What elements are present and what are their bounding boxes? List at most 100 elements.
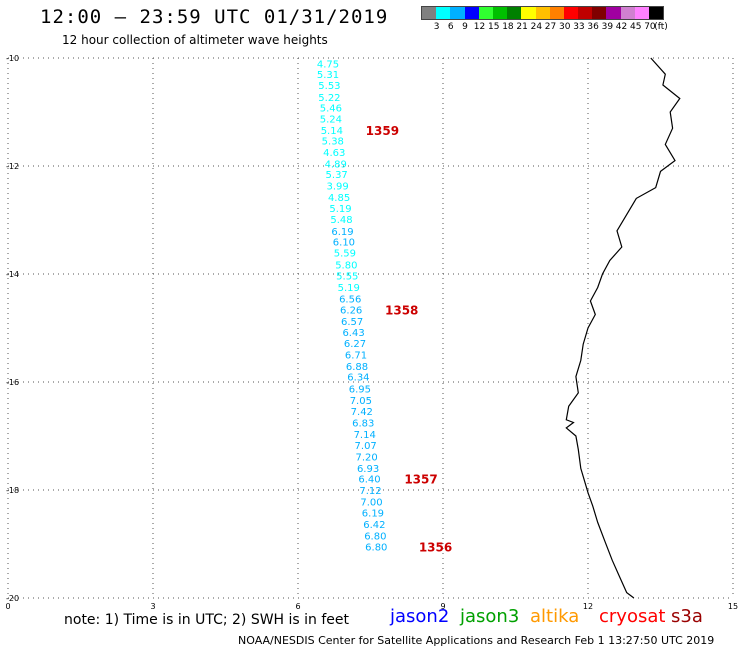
legend-swatch [478, 7, 493, 19]
x-tick-label: 6 [295, 602, 300, 611]
page-title: 12:00 – 23:59 UTC 01/31/2019 [40, 6, 389, 28]
legend-label: 21 [516, 22, 528, 32]
legend-label: 39 [601, 22, 614, 32]
wave-height-value: 4.63 [323, 148, 345, 159]
legend-swatch [422, 7, 437, 19]
legend-label: 36 [587, 22, 599, 32]
legend-swatch [634, 7, 649, 19]
note-text: note: 1) Time is in UTC; 2) SWH is in fe… [64, 612, 350, 628]
wave-height-value: 7.14 [354, 430, 376, 441]
legend-label: 12 [473, 22, 486, 32]
grid-lines [7, 57, 734, 599]
y-tick-label: -12 [6, 162, 19, 171]
wave-height-value: 5.53 [318, 81, 340, 92]
wave-height-value: 6.80 [365, 543, 387, 554]
wave-height-value: 5.55 [336, 272, 358, 283]
wave-height-value: 5.31 [317, 70, 339, 81]
satellite-jason3: jason3 [460, 606, 520, 627]
wave-height-value: 6.42 [363, 520, 385, 531]
x-tick-label: 9 [440, 602, 445, 611]
legend-label: 70 [644, 22, 656, 32]
wave-height-value: 5.80 [335, 260, 357, 271]
pass-number-label: 1357 [404, 473, 437, 487]
wave-height-value: 5.24 [320, 114, 342, 125]
legend-label: 27 [544, 22, 557, 32]
wave-height-value: 5.37 [326, 170, 348, 181]
wave-height-value: 5.19 [338, 283, 360, 294]
wave-height-value: 7.12 [359, 486, 381, 497]
legend-swatch [507, 7, 522, 19]
legend-swatches [421, 6, 665, 20]
wave-height-value: 6.56 [339, 294, 361, 305]
wave-height-value: 5.14 [321, 126, 343, 137]
wave-height-value: 5.22 [318, 93, 340, 104]
legend-label: 45 [630, 22, 642, 32]
legend-label: 18 [502, 22, 514, 32]
wave-height-value: 6.95 [349, 384, 371, 395]
legend-label: 15 [488, 22, 500, 32]
wave-height-value: 6.26 [340, 306, 362, 317]
legend-label: 30 [559, 22, 571, 32]
legend-swatch [606, 7, 621, 19]
wave-height-value: 5.48 [330, 215, 352, 226]
wave-height-value: 6.40 [358, 475, 380, 486]
x-tick-label: 3 [150, 602, 155, 611]
legend-swatch [563, 7, 579, 19]
pass-number-label: 1356 [419, 541, 452, 555]
legend-label: 42 [615, 22, 628, 32]
legend-swatch [620, 7, 635, 19]
wave-height-value: 3.99 [327, 181, 349, 192]
pass-labels: 1359 1358 1357 1356 [366, 124, 453, 555]
legend-swatch [464, 7, 479, 19]
x-tick-label: 12 [583, 602, 593, 611]
wave-height-value: 4.85 [328, 193, 350, 204]
wave-height-value: 6.57 [341, 317, 363, 328]
footer-text: NOAA/NESDIS Center for Satellite Applica… [238, 634, 715, 647]
legend-swatch [549, 7, 564, 19]
wave-height-value: 6.71 [345, 350, 367, 361]
coastline [565, 57, 681, 599]
y-tick-label: -14 [6, 270, 19, 279]
wave-height-value: 7.42 [351, 407, 373, 418]
wave-height-value: 7.20 [356, 453, 378, 464]
legend-label: 24 [530, 22, 543, 32]
satellite-jason2: jason2 [390, 606, 450, 627]
wave-height-value: 5.46 [320, 104, 342, 115]
legend-swatch [436, 7, 451, 19]
legend-swatch [649, 7, 664, 19]
x-tick-label: 0 [5, 602, 10, 611]
axis-labels: -10 -12 -14 -16 -18 -200 3 6 9 12 15 [5, 54, 738, 611]
pass-number-label: 1358 [385, 304, 418, 318]
y-tick-label: -16 [6, 378, 19, 387]
y-tick-label: -18 [6, 486, 19, 495]
wave-height-value: 5.38 [322, 137, 344, 148]
legend-swatch [535, 7, 550, 19]
legend-label: 6 [447, 22, 454, 32]
color-legend: 3 6 9 12 15 18 21 24 27 30 33 36 39 42 45 70 (ft) [421, 6, 668, 34]
legend-swatch [521, 7, 536, 19]
y-tick-label: -20 [6, 594, 19, 603]
legend-label: 33 [573, 22, 585, 32]
wave-height-value: 6.43 [342, 328, 364, 339]
wave-height-value: 6.19 [362, 509, 384, 520]
legend-label: 9 [462, 22, 468, 32]
page-subtitle: 12 hour collection of altimeter wave hei… [62, 33, 328, 47]
wave-height-value: 4.75 [317, 59, 339, 70]
wave-height-value: 6.93 [357, 464, 379, 475]
wave-height-value: 6.19 [331, 227, 353, 238]
legend-swatch [450, 7, 465, 19]
legend-labels: 3 6 9 12 15 18 21 24 27 30 33 36 39 42 45 70 (ft) [421, 20, 668, 34]
wave-height-value: 7.05 [350, 396, 372, 407]
x-tick-label: 15 [728, 602, 738, 611]
wave-height-value: 7.07 [355, 441, 377, 452]
satellite-s3a: s3a [671, 606, 703, 627]
wave-height-value: 6.10 [333, 238, 355, 249]
legend-swatch [578, 7, 593, 19]
wave-height-value: 6.88 [346, 362, 368, 373]
measurement-labels: 4.755.315.535.225.465.245.145.384.634.89… [317, 59, 388, 553]
wave-height-value: 7.00 [360, 497, 382, 508]
wave-height-value: 6.34 [347, 373, 369, 384]
satellite-altika: altika [530, 606, 580, 627]
wave-height-value: 6.80 [364, 531, 386, 542]
